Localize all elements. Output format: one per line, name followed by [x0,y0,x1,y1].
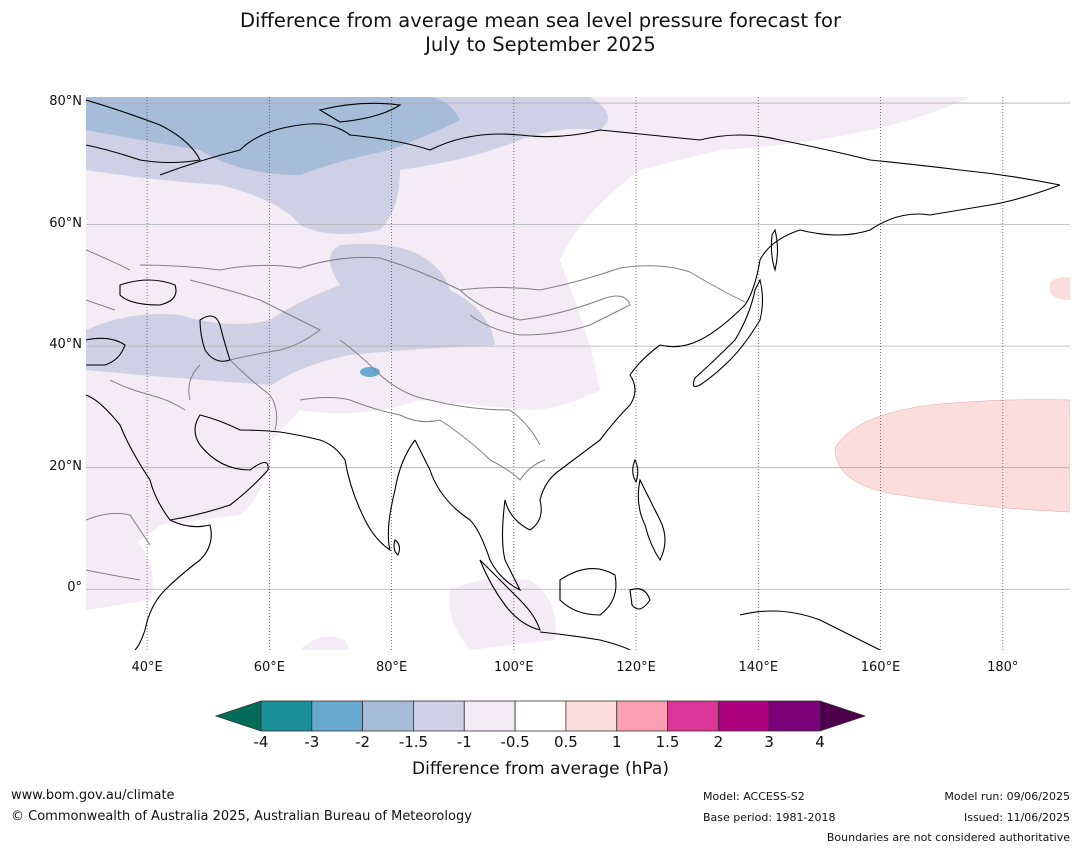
border-southeast-asia [439,419,546,481]
border-europe [86,249,131,311]
lat-tick-label: 20°N [49,458,82,474]
lon-tick-label: 100°E [494,660,534,675]
colorbar-tick-label: -1 [456,733,472,751]
coastline-taiwan [632,458,639,484]
border-china-west [339,339,541,446]
coastline-china-east [504,344,661,531]
border-india-north [299,397,441,423]
lat-tick-label: 40°N [49,337,82,353]
colorbar-tick-label: 2 [713,733,724,751]
coastline-sri-lanka [393,539,401,556]
coastline-siberia-east [659,184,1061,348]
border-russia-south [139,256,746,303]
copyright-text: © Commonwealth of Australia 2025, Austra… [11,809,472,824]
colorbar-swatch [565,700,618,732]
colorbar-tick-label: -0.5 [500,733,530,751]
colorbar-swatch [413,700,465,732]
colorbar-swatch [717,700,770,732]
anomaly-region-weak-low-south [86,540,153,610]
base-period: Base period: 1981-2018 [703,811,836,824]
colorbar-tick-label: -2 [355,733,371,751]
colorbar-swatch [260,700,313,732]
anomaly-region-moderate-low-central [86,243,495,385]
lon-tick-label: 140°E [738,660,779,675]
lat-tick-label: 80°N [49,94,82,110]
border-mongolia [459,289,631,336]
colorbar-swatch [463,700,516,732]
model-name: Model: ACCESS-S2 [703,790,805,803]
colorbar-low-extend [214,700,262,732]
colorbar-swatch [667,700,719,732]
colorbar-swatch [514,700,567,732]
coastline-sakhalin [770,228,779,272]
lon-tick-label: 160°E [860,660,901,675]
coastline-eurasia-north [159,123,1061,186]
lon-tick-label: 120°E [616,660,656,675]
colorbar-swatch [362,700,414,732]
border-central-asia [189,279,321,361]
anomaly-region-weak-low-pacific-edge [300,636,350,650]
colorbar-tick-label: -3 [304,733,320,751]
lat-tick-label: 0° [67,580,82,596]
coastline-japan [692,278,764,387]
country-borders [86,249,746,581]
border-middle-east [109,379,186,411]
coastline-philippines [637,478,666,562]
colorbar-tick-label: 1 [611,733,622,751]
lat-tick-label: 60°N [49,215,82,231]
colorbar-high-extend [819,700,867,732]
coastline-black-sea [119,279,177,306]
colorbar-tick-label: -4 [253,733,269,751]
coastline-new-guinea [739,610,881,650]
lon-tick-label: 40°E [131,660,163,675]
border-iran [188,359,278,431]
colorbar-tick-label: 4 [815,733,825,751]
colorbar-swatch [768,700,821,732]
colorbar [214,700,867,732]
coastline-indochina [414,439,522,592]
coastline-india [239,429,416,552]
map-title: Difference from average mean sea level p… [0,9,1081,57]
coastline-africa-east [134,519,212,650]
anomaly-region-weak-high-small [1050,277,1070,300]
map-title-line2: July to September 2025 [425,33,656,56]
anomaly-shading [86,97,1070,650]
model-run-date: Model run: 09/06/2025 [944,790,1070,803]
colorbar-tick-label: 0.5 [553,733,578,751]
border-africa [86,512,151,581]
coastlines [86,99,1061,650]
anomaly-region-strong-low [86,97,460,175]
colorbar-swatch [311,700,364,732]
coastline-sulawesi [629,588,651,610]
colorbar-tick-label: -1.5 [398,733,429,751]
colorbar-swatch [616,700,668,732]
colorbar-title: Difference from average (hPa) [412,759,669,779]
issued-date: Issued: 11/06/2025 [963,811,1070,824]
coastline-novaya-zemlya [318,102,402,123]
lon-tick-label: 180° [987,660,1019,675]
colorbar-tick-label: 1.5 [655,733,680,751]
coastline-java [539,631,631,650]
bom-website-link[interactable]: www.bom.gov.au/climate [11,788,175,803]
lon-tick-label: 60°E [253,660,285,675]
boundaries-disclaimer: Boundaries are not considered authoritat… [826,831,1070,844]
pressure-anomaly-map [86,97,1070,650]
coastline-borneo [559,568,617,616]
coastline-arabia [86,394,269,521]
gridlines [86,97,1070,650]
coastline-mediterranean [86,337,126,366]
coastline-sumatra [479,559,541,631]
map-title-line1: Difference from average mean sea level p… [240,9,841,32]
anomaly-region-weak-low-equator [449,578,556,650]
lon-tick-label: 80°E [375,660,408,675]
coastline-scandinavia [86,99,201,164]
colorbar-tick-label: 3 [764,733,774,751]
